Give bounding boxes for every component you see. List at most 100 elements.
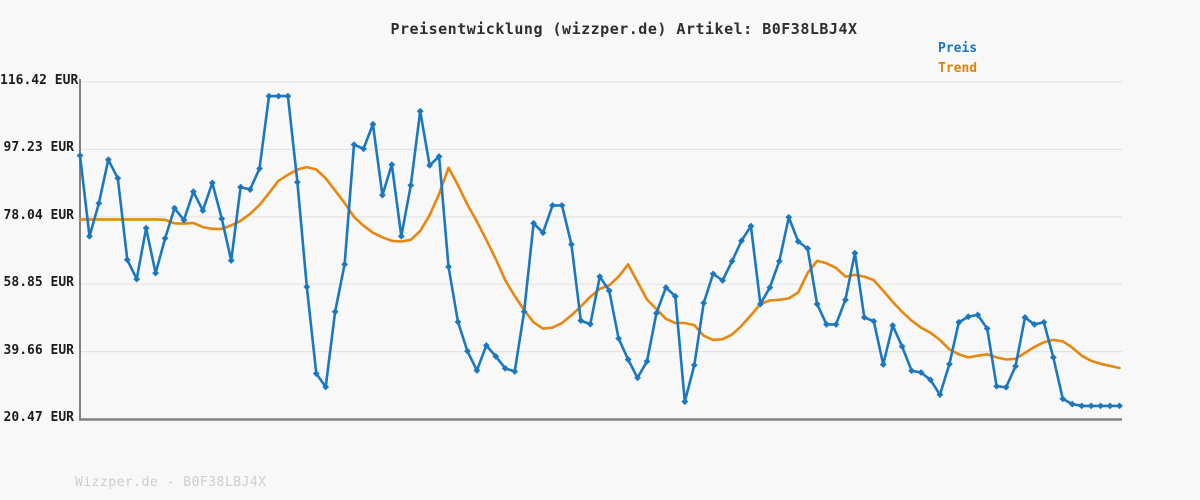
data-point-marker [1116, 402, 1123, 410]
data-point-marker [293, 178, 301, 186]
data-point-marker [152, 269, 159, 277]
data-point-marker [643, 357, 651, 365]
data-point-marker [161, 234, 169, 242]
data-point-marker [993, 382, 1001, 390]
data-point-marker [435, 153, 443, 160]
data-point-marker [180, 216, 188, 224]
y-axis-tick-labels: 116.42 EUR 97.23 EUR 78.04 EUR 58.85 EUR 39.… [0, 0, 78, 500]
data-point-marker [983, 325, 991, 333]
data-point-marker [842, 296, 849, 304]
data-point-marker [775, 257, 783, 265]
data-point-marker [634, 374, 641, 382]
data-point-marker [653, 309, 660, 317]
data-point-marker [114, 174, 122, 182]
data-point-marker [473, 367, 481, 374]
data-point-marker [303, 283, 311, 291]
data-point-marker [218, 215, 226, 223]
data-point-marker [917, 369, 925, 376]
data-point-marker [123, 256, 131, 264]
data-point-marker [208, 179, 216, 187]
data-point-marker [615, 335, 623, 342]
legend: Preis Trend [938, 39, 977, 79]
data-point-marker [397, 232, 405, 240]
data-point-marker [199, 207, 207, 215]
data-point-marker [870, 317, 878, 325]
data-point-marker [860, 313, 868, 321]
data-point-marker [171, 204, 178, 212]
data-point-marker [568, 240, 575, 248]
data-point-marker [369, 120, 377, 128]
data-point-marker [558, 201, 566, 209]
data-point-marker [322, 383, 330, 391]
data-point-marker [832, 321, 840, 328]
data-point-marker [1097, 402, 1104, 410]
data-point-marker [577, 317, 585, 324]
data-point-marker [341, 260, 348, 268]
data-point-marker [690, 361, 698, 369]
legend-item-preis: Preis [938, 41, 978, 56]
data-point-marker [681, 398, 689, 406]
data-point-marker [662, 284, 670, 291]
data-point-marker [728, 257, 736, 265]
data-point-marker [823, 321, 830, 328]
data-point-marker [312, 370, 320, 377]
data-point-marker [586, 320, 594, 328]
data-point-marker [379, 191, 386, 199]
data-point-marker [1040, 318, 1048, 326]
data-point-marker [464, 347, 471, 355]
data-point-marker [974, 311, 982, 319]
data-point-marker [964, 313, 972, 321]
y-tick-label: 97.23 EUR [3, 140, 74, 156]
data-point-marker [955, 318, 963, 326]
data-point-marker [246, 186, 254, 193]
data-point-marker [416, 107, 424, 115]
data-point-marker [1106, 402, 1114, 410]
y-tick-label: 58.85 EUR [3, 275, 74, 291]
data-point-marker [671, 292, 679, 300]
y-tick-label: 39.66 EUR [3, 342, 74, 358]
data-point-marker [492, 352, 500, 360]
data-point-marker [482, 342, 490, 349]
data-point-marker [709, 270, 717, 278]
y-tick-label: 20.47 EUR [3, 410, 74, 425]
data-point-marker [719, 277, 726, 284]
data-point-marker [227, 257, 235, 264]
data-point-marker [898, 343, 906, 350]
data-point-marker [265, 92, 273, 100]
data-point-marker [530, 219, 537, 227]
data-point-marker [1078, 402, 1086, 410]
data-point-marker [813, 300, 821, 308]
data-point-marker [738, 237, 745, 245]
data-point-marker [133, 275, 141, 283]
preis-line [78, 94, 1121, 408]
legend-item-trend: Trend [938, 61, 978, 76]
data-point-marker [501, 364, 509, 372]
data-point-marker [927, 376, 934, 384]
data-point-marker [1021, 313, 1029, 321]
data-point-marker [520, 308, 528, 316]
data-point-marker [1049, 354, 1057, 361]
data-point-marker [700, 299, 708, 307]
data-point-marker [445, 263, 452, 271]
data-point-marker [549, 201, 556, 209]
data-point-marker [426, 161, 434, 169]
watermark-text: Wizzper.de - B0F38LBJ4X [75, 475, 267, 490]
data-point-marker [95, 199, 103, 207]
chart-title: Preisentwicklung (wizzper.de) Artikel: B… [390, 20, 858, 38]
trend-line [78, 165, 1121, 370]
data-point-marker [237, 183, 245, 191]
data-point-marker [624, 356, 632, 363]
data-point-marker [766, 284, 774, 291]
data-point-marker [1087, 402, 1095, 410]
data-point-marker [908, 367, 915, 375]
data-point-marker [794, 238, 802, 245]
data-point-marker [256, 165, 263, 172]
data-point-marker [284, 92, 292, 100]
data-point-marker [190, 188, 197, 196]
data-point-marker [454, 318, 462, 326]
data-point-marker [1031, 321, 1038, 328]
data-point-marker [275, 92, 282, 100]
data-point-marker [605, 287, 613, 295]
